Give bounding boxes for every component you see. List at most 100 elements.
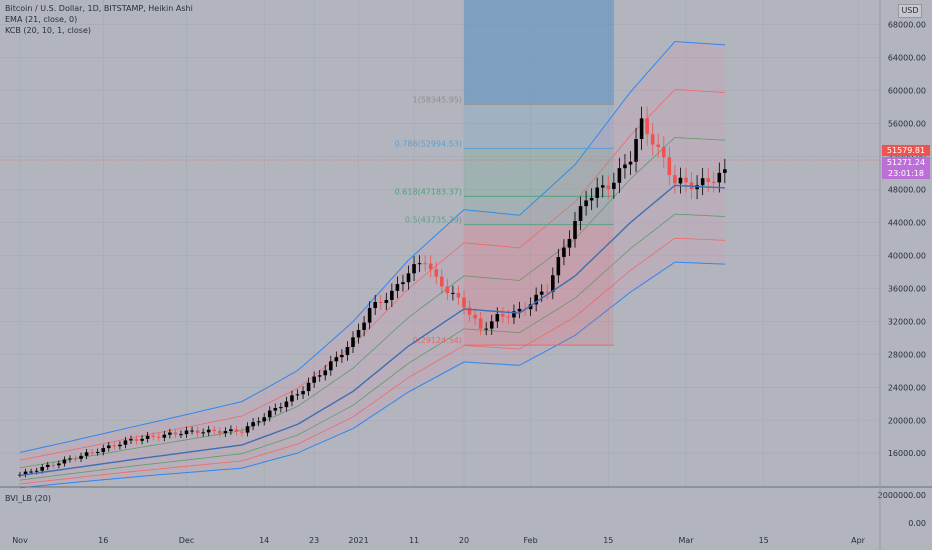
candle-body[interactable] — [334, 357, 339, 362]
candle-body[interactable] — [45, 464, 50, 468]
outer-band-upper[interactable] — [19, 40, 725, 453]
candle-body[interactable] — [34, 470, 39, 472]
candle-body[interactable] — [329, 361, 333, 371]
candle-body[interactable] — [284, 401, 289, 408]
candle-body[interactable] — [301, 391, 305, 395]
candle-body[interactable] — [484, 328, 488, 330]
candle-body[interactable] — [539, 291, 544, 295]
candle-body[interactable] — [667, 157, 672, 176]
candle-body[interactable] — [206, 429, 211, 433]
outer-band-lower[interactable] — [19, 261, 725, 489]
candle-body[interactable] — [84, 452, 89, 456]
candle-body[interactable] — [179, 434, 183, 436]
candle-body[interactable] — [68, 458, 72, 460]
candle-body[interactable] — [245, 426, 250, 433]
candle-body[interactable] — [706, 178, 710, 182]
ema-path[interactable] — [19, 184, 725, 477]
candle-body[interactable] — [584, 200, 588, 207]
candle-body[interactable] — [512, 311, 516, 318]
candle-body[interactable] — [340, 355, 344, 358]
candle-body[interactable] — [306, 382, 311, 392]
candle-body[interactable] — [267, 410, 272, 418]
candle-body[interactable] — [279, 407, 283, 409]
candle-body[interactable] — [639, 118, 644, 140]
candle-body[interactable] — [262, 417, 266, 422]
candle-body[interactable] — [323, 370, 328, 376]
candle-body[interactable] — [711, 181, 716, 183]
candle-body[interactable] — [273, 408, 278, 411]
candle-body[interactable] — [617, 168, 622, 183]
candle-body[interactable] — [528, 304, 533, 310]
candle-body[interactable] — [140, 438, 144, 441]
candle-body[interactable] — [156, 436, 161, 438]
candle-body[interactable] — [473, 314, 477, 319]
candle-body[interactable] — [656, 144, 661, 147]
candle-body[interactable] — [467, 307, 472, 315]
candle-body[interactable] — [190, 430, 194, 432]
candle-body[interactable] — [23, 471, 28, 475]
candle-body[interactable] — [95, 451, 100, 453]
candle-body[interactable] — [62, 459, 67, 464]
candle-body[interactable] — [440, 276, 444, 287]
candle-body[interactable] — [562, 247, 566, 258]
candle-body[interactable] — [145, 435, 150, 439]
candle-body[interactable] — [567, 238, 572, 248]
candle-body[interactable] — [445, 286, 450, 294]
candle-body[interactable] — [218, 431, 222, 434]
candle-body[interactable] — [517, 308, 522, 312]
candle-body[interactable] — [312, 376, 316, 383]
candle-body[interactable] — [451, 292, 455, 294]
candle-body[interactable] — [345, 347, 350, 356]
candle-body[interactable] — [134, 439, 139, 441]
candle-body[interactable] — [356, 329, 361, 338]
candle-body[interactable] — [151, 435, 155, 437]
candle-body[interactable] — [173, 432, 178, 435]
candle-body[interactable] — [295, 394, 300, 396]
candle-body[interactable] — [573, 220, 577, 239]
candle-body[interactable] — [29, 471, 33, 473]
candle-body[interactable] — [501, 314, 505, 317]
candle-body[interactable] — [57, 463, 61, 466]
candle-body[interactable] — [412, 264, 416, 274]
candle-body[interactable] — [168, 432, 172, 435]
candle-body[interactable] — [456, 292, 461, 298]
candle-body[interactable] — [534, 294, 538, 305]
candle-body[interactable] — [434, 269, 439, 277]
candle-body[interactable] — [506, 316, 511, 318]
candle-body[interactable] — [700, 178, 705, 186]
candle-body[interactable] — [223, 431, 228, 434]
candle-body[interactable] — [578, 206, 583, 221]
indicator-ema-legend[interactable]: EMA (21, close, 0) — [5, 15, 77, 24]
candle-body[interactable] — [589, 197, 594, 201]
candle-body[interactable] — [317, 375, 322, 377]
candle-body[interactable] — [645, 118, 649, 135]
candle-body[interactable] — [390, 290, 394, 300]
candle-body[interactable] — [40, 467, 44, 471]
candle-body[interactable] — [290, 395, 294, 402]
candle-body[interactable] — [612, 182, 616, 189]
candle-body[interactable] — [556, 257, 561, 276]
candle-body[interactable] — [495, 314, 500, 322]
candle-body[interactable] — [129, 439, 133, 441]
indicator-kcb-legend[interactable]: KCB (20, 10, 1, close) — [5, 26, 91, 35]
candle-body[interactable] — [234, 429, 239, 432]
candle-body[interactable] — [362, 322, 366, 330]
candle-body[interactable] — [606, 185, 611, 189]
candle-body[interactable] — [673, 175, 677, 184]
candle-body[interactable] — [551, 275, 555, 292]
candle-body[interactable] — [90, 452, 94, 454]
candle-body[interactable] — [51, 464, 56, 466]
middle-band-lower[interactable] — [19, 237, 725, 485]
candle-body[interactable] — [428, 263, 433, 270]
candle-body[interactable] — [650, 134, 655, 145]
candle-body[interactable] — [634, 139, 638, 162]
candle-body[interactable] — [373, 302, 377, 309]
candle-body[interactable] — [717, 172, 722, 183]
bvi-indicator-label[interactable]: BVI_LB (20) — [5, 494, 51, 503]
candle-body[interactable] — [401, 282, 405, 285]
candle-body[interactable] — [212, 429, 217, 432]
candle-body[interactable] — [351, 337, 355, 348]
candle-body[interactable] — [195, 430, 200, 434]
candle-body[interactable] — [384, 299, 389, 303]
